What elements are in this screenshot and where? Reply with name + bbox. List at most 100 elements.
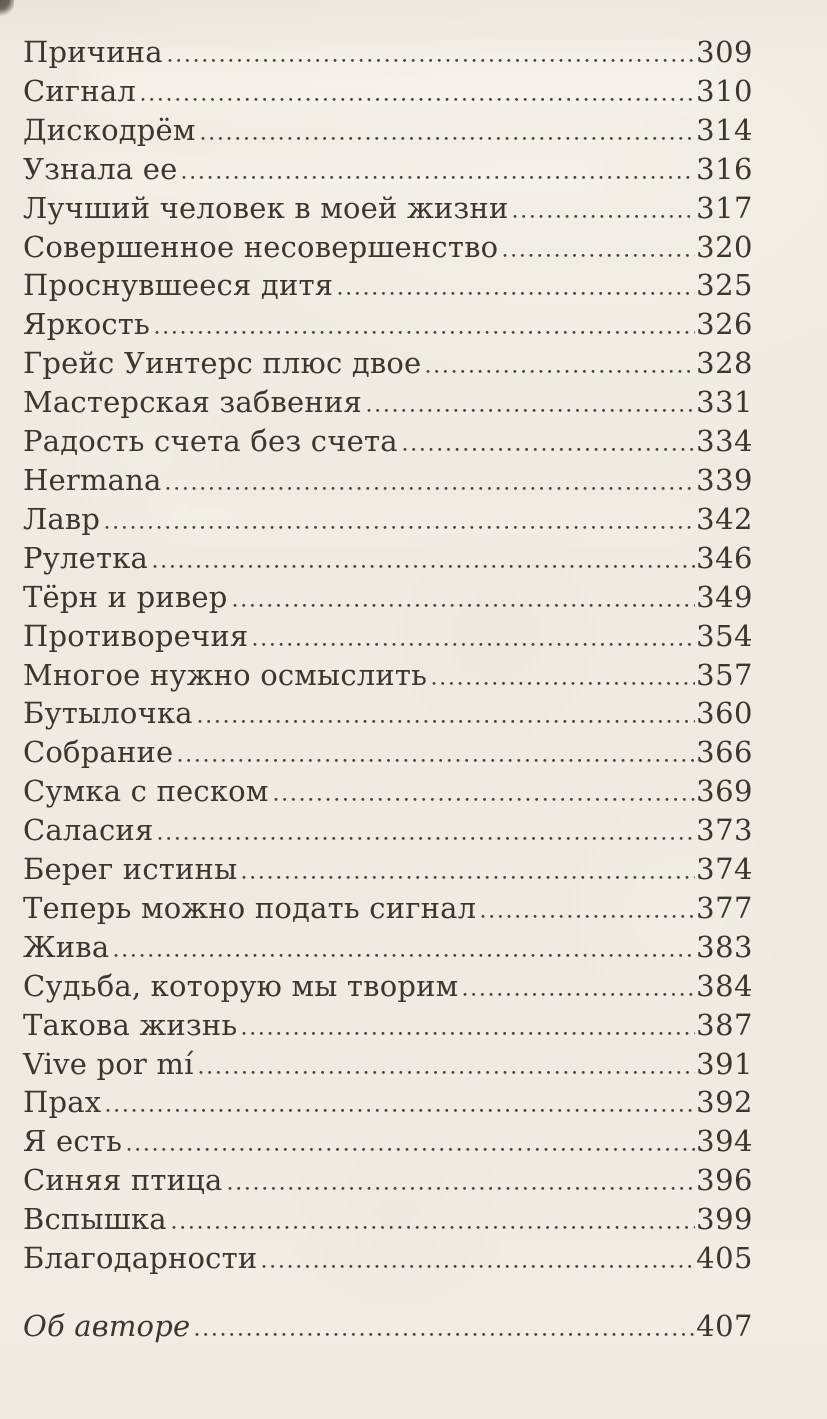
dot-leader	[197, 716, 696, 724]
toc-entry-title: Об авторе	[23, 1309, 191, 1343]
toc-entry-title: Берег истины	[23, 852, 238, 887]
toc-entry-row: Сигнал 310	[23, 72, 753, 111]
toc-entry-title: Hermana	[23, 462, 162, 497]
toc-entry-page-number: 326	[696, 307, 753, 342]
toc-entry-row: Собрание 366	[23, 733, 753, 772]
toc-entry-page-number: 366	[696, 735, 753, 770]
toc-entry-page-number: 374	[696, 852, 753, 887]
toc-entry-row: Яркость 326	[23, 305, 753, 344]
toc-entry-title: Грейс Уинтерс плюс двое	[23, 346, 422, 381]
toc-entry-row: Проснувшееся дитя 325	[23, 266, 753, 305]
toc-entry-page-number: 383	[696, 929, 753, 964]
toc-entry-page-number: 325	[696, 268, 753, 303]
toc-entry-page-number: 399	[696, 1202, 753, 1237]
dot-leader	[106, 1105, 696, 1113]
toc-entry-title: Теперь можно подать сигнал	[23, 890, 477, 925]
toc-entry-title: Синяя птица	[23, 1163, 223, 1198]
dot-leader	[200, 132, 696, 140]
toc-entry-title: Сумка с песком	[23, 774, 269, 809]
dot-leader	[366, 405, 696, 413]
toc-entry-row: Дискодрём 314	[23, 111, 753, 150]
toc-entry-page-number: 339	[696, 462, 753, 497]
toc-entry-title: Собрание	[23, 735, 174, 770]
toc-entry-about-author: Об авторе 407	[23, 1307, 753, 1346]
dot-leader	[481, 910, 696, 918]
toc-entry-title: Судьба, которую мы творим	[23, 968, 459, 1003]
toc-entry-row: Благодарности 405	[23, 1239, 753, 1278]
toc-entry-title: Рулетка	[23, 540, 149, 575]
toc-entry-page-number: 387	[696, 1007, 753, 1042]
dot-leader	[166, 482, 696, 490]
toc-entry-page-number: 342	[696, 501, 753, 536]
toc-entry-title: Лавр	[23, 501, 101, 536]
toc-entry-title: Прах	[23, 1085, 102, 1120]
toc-entry-page-number: 405	[696, 1241, 753, 1276]
toc-entry-title: Яркость	[23, 307, 151, 342]
toc-entry-title: Такова жизнь	[23, 1007, 238, 1042]
dot-leader	[242, 872, 696, 880]
dot-leader	[182, 171, 696, 179]
toc-entry-row: Причина 309	[23, 33, 753, 72]
toc-entry-row: Прах 392	[23, 1083, 753, 1122]
toc-entry-title: Благодарности	[23, 1241, 258, 1276]
dot-leader	[167, 55, 696, 62]
toc-entry-page-number: 377	[696, 890, 753, 925]
toc-entry-row: Сумка с песком 369	[23, 772, 753, 811]
toc-entry-title: Тёрн и ривер	[23, 579, 228, 614]
toc-entry-title: Совершенное несовершенство	[23, 229, 499, 264]
toc-entry-page-number: 369	[696, 774, 753, 809]
toc-entry-page-number: 320	[696, 229, 753, 264]
toc-entry-page-number: 349	[696, 579, 753, 614]
toc-entry-page-number: 314	[696, 112, 753, 147]
dot-leader	[253, 638, 696, 646]
dot-leader	[158, 833, 696, 841]
toc-entry-row: Узнала ее 316	[23, 150, 753, 189]
dot-leader	[513, 210, 696, 218]
toc-entry-page-number: 360	[696, 696, 753, 731]
dot-leader	[171, 1222, 696, 1230]
toc-entry-row: Vive por mí 391	[23, 1045, 753, 1084]
toc-entry-page-number: 334	[696, 424, 753, 459]
dot-leader	[402, 444, 696, 452]
toc-entry-page-number: 407	[696, 1309, 753, 1343]
dot-leader	[227, 1183, 696, 1191]
dot-leader	[105, 521, 696, 529]
dot-leader	[198, 1066, 696, 1074]
toc-entry-row: Лучший человек в моей жизни 317	[23, 189, 753, 228]
table-of-contents: Причина 309 Сигнал 310 Дискодрём 314 Узн…	[23, 33, 753, 1346]
toc-entry-row: Радость счета без счета 334	[23, 422, 753, 461]
toc-entry-page-number: 331	[696, 385, 753, 420]
toc-entry-row: Берег истины 374	[23, 850, 753, 889]
toc-entry-title: Саласия	[23, 813, 154, 848]
toc-entry-title: Узнала ее	[23, 151, 178, 186]
toc-entry-title: Мастерская забвения	[23, 385, 362, 420]
toc-entry-title: Многое нужно осмыслить	[23, 657, 428, 692]
toc-entry-page-number: 309	[696, 35, 753, 69]
dot-leader	[273, 794, 696, 802]
dot-leader	[178, 755, 696, 763]
toc-entry-title: Противоречия	[23, 618, 249, 653]
toc-entry-row: Жива 383	[23, 928, 753, 967]
toc-entry-page-number: 384	[696, 968, 753, 1003]
toc-entry-title: Я есть	[23, 1124, 123, 1159]
toc-entry-row: Теперь можно подать сигнал 377	[23, 889, 753, 928]
toc-entry-row: Бутылочка 360	[23, 694, 753, 733]
dot-leader	[242, 1027, 696, 1035]
dot-leader	[463, 988, 696, 996]
dot-leader	[432, 677, 696, 685]
toc-entry-row: Hermana 339	[23, 461, 753, 500]
dot-leader	[195, 1329, 696, 1336]
toc-entry-page-number: 346	[696, 540, 753, 575]
toc-entry-title: Радость счета без счета	[23, 424, 398, 459]
toc-entry-page-number: 396	[696, 1163, 753, 1198]
toc-entry-row: Я есть 394	[23, 1122, 753, 1161]
toc-entry-page-number: 373	[696, 813, 753, 848]
toc-entry-page-number: 310	[696, 73, 753, 108]
dot-leader	[114, 949, 696, 957]
toc-entry-row: Лавр 342	[23, 500, 753, 539]
toc-entry-row: Судьба, которую мы творим 384	[23, 967, 753, 1006]
dot-leader	[262, 1261, 696, 1269]
toc-entry-page-number: 357	[696, 657, 753, 692]
toc-entry-row: Синяя птица 396	[23, 1161, 753, 1200]
